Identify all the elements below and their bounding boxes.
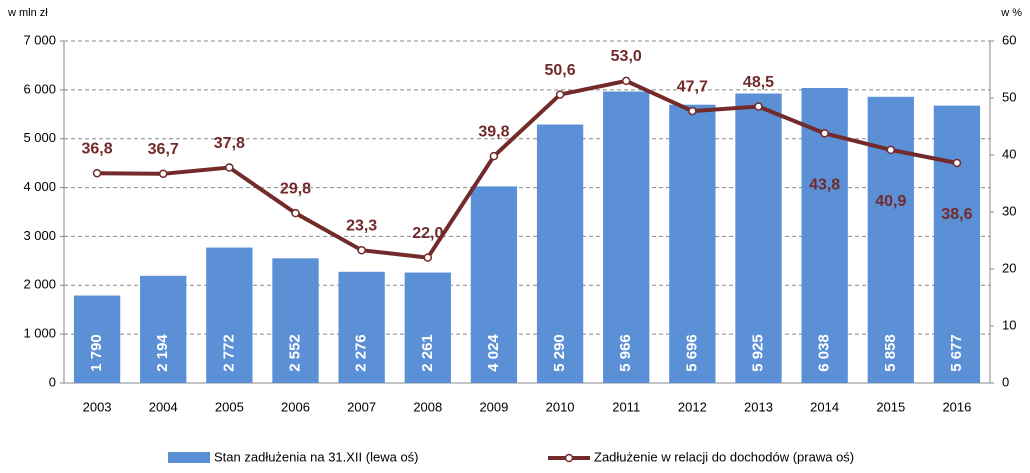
bar-value-label: 5 290	[551, 334, 568, 372]
legend-label: Zadłużenie w relacji do dochodów (prawa …	[594, 449, 854, 464]
y2-tick-label: 20	[1002, 260, 1016, 275]
line-marker	[423, 253, 433, 262]
bar	[470, 186, 518, 383]
x-tick-label: 2014	[810, 399, 839, 414]
legend-swatch	[168, 452, 210, 463]
y2-axis-label: w %	[1000, 7, 1022, 19]
line-value-label: 36,7	[148, 141, 179, 158]
y2-tick-label: 10	[1002, 317, 1016, 332]
bar	[206, 247, 253, 383]
y-tick-label: 2 000	[23, 277, 56, 292]
bar	[272, 258, 319, 383]
line-marker	[555, 90, 565, 99]
line-marker	[952, 158, 962, 168]
y-tick-label: 3 000	[23, 228, 56, 243]
line-marker	[688, 106, 697, 116]
x-tick-label: 2006	[281, 399, 310, 414]
x-tick-label: 2012	[678, 399, 707, 414]
bar-value-label: 2 261	[419, 334, 436, 372]
x-tick-label: 2011	[612, 399, 640, 414]
bar	[735, 93, 782, 384]
line-marker	[489, 151, 499, 161]
bar-value-label: 5 858	[882, 334, 899, 372]
line-marker	[621, 76, 631, 86]
y2-tick-label: 0	[1002, 374, 1009, 389]
line-marker	[754, 102, 763, 111]
bar	[933, 105, 981, 383]
bar-value-label: 5 696	[683, 334, 700, 372]
line-marker	[357, 245, 366, 255]
x-tick-label: 2009	[479, 399, 508, 414]
bar	[338, 271, 385, 383]
y2-tick-label: 60	[1002, 32, 1016, 47]
x-tick-label: 2013	[744, 399, 773, 414]
bar-value-label: 1 790	[88, 334, 105, 372]
y2-tick-label: 40	[1002, 146, 1016, 161]
bar	[140, 275, 187, 383]
x-tick-label: 2016	[942, 399, 971, 414]
line-value-label: 29,8	[280, 180, 311, 197]
bar	[536, 124, 584, 383]
bar-value-label: 5 677	[948, 334, 965, 372]
line-marker	[92, 168, 102, 178]
legend-swatch	[564, 453, 574, 463]
bar-value-label: 5 925	[749, 334, 766, 372]
line-value-label: 36,8	[82, 140, 113, 157]
y-tick-label: 7 000	[23, 32, 56, 47]
legend-label: Stan zadłużenia na 31.XII (lewa oś)	[214, 449, 419, 464]
bar-value-label: 2 772	[220, 334, 237, 372]
bar-value-label: 2 276	[353, 334, 370, 372]
x-tick-label: 2004	[149, 399, 178, 414]
bar-value-label: 4 024	[485, 334, 502, 372]
x-tick-label: 2015	[876, 399, 905, 414]
bar	[603, 91, 650, 384]
x-tick-label: 2007	[347, 399, 376, 414]
line-value-label: 53,0	[611, 48, 642, 65]
line-value-label: 22,0	[412, 225, 443, 242]
line-marker	[225, 163, 234, 172]
line	[97, 78, 958, 260]
x-tick-label: 2010	[546, 399, 575, 414]
x-tick-label: 2005	[215, 399, 244, 414]
line-value-label: 37,8	[214, 135, 245, 152]
y2-tick-label: 30	[1002, 203, 1016, 218]
bar	[404, 272, 451, 383]
line-value-label: 47,7	[677, 78, 708, 95]
y-tick-label: 0	[49, 374, 56, 389]
line-marker	[820, 129, 829, 138]
x-tick-label: 2008	[413, 399, 442, 414]
line-value-label: 50,6	[545, 62, 576, 79]
line-value-label: 40,9	[875, 193, 906, 210]
bar	[669, 104, 716, 383]
bar-value-label: 5 966	[617, 334, 634, 372]
y2-tick-label: 50	[1002, 89, 1016, 104]
line-marker	[291, 208, 300, 218]
line-value-label: 38,6	[941, 206, 972, 223]
y-tick-label: 5 000	[23, 130, 56, 145]
y-tick-label: 6 000	[23, 81, 56, 96]
line-value-label: 23,3	[346, 217, 377, 234]
bar	[73, 295, 121, 383]
y-tick-label: 4 000	[23, 179, 56, 194]
line-value-label: 39,8	[478, 123, 509, 140]
bar-value-label: 2 194	[154, 334, 171, 372]
y-axis-label: w mln zł	[7, 7, 48, 19]
y-tick-label: 1 000	[23, 326, 56, 341]
line-value-label: 43,8	[809, 177, 840, 194]
bar-value-label: 6 038	[816, 334, 833, 372]
line-marker	[886, 145, 896, 155]
line-value-label: 48,5	[743, 74, 774, 91]
bar-value-label: 2 552	[286, 334, 303, 372]
x-tick-label: 2003	[83, 399, 112, 414]
line-marker	[158, 169, 168, 179]
